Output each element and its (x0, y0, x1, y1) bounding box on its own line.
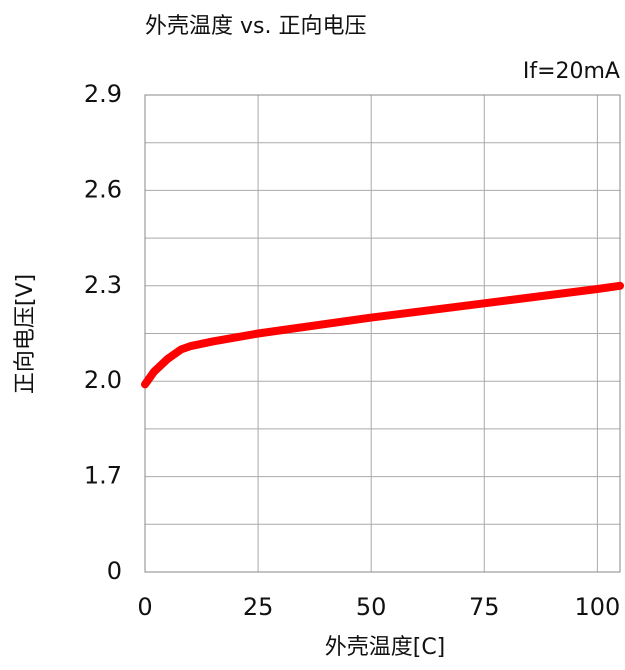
annotation: If=20mA (523, 59, 620, 84)
plot-border (144, 94, 621, 573)
y-tick-label: 2.6 (84, 175, 122, 203)
y-tick-label: 0 (107, 557, 122, 585)
y-tick-label: 2.3 (84, 271, 122, 299)
y-tick-label: 1.7 (84, 462, 122, 490)
x-tick-label: 100 (574, 593, 620, 621)
chart-title: 外壳温度 vs. 正向电压 (145, 14, 366, 39)
x-tick-label: 25 (243, 593, 274, 621)
data-line (141, 281, 624, 389)
x-tick-label: 0 (137, 593, 152, 621)
y-tick-label: 2.0 (84, 366, 122, 394)
x-tick-label: 50 (356, 593, 387, 621)
y-tick-label: 2.9 (84, 80, 122, 108)
y-axis-label: 正向电压[V] (13, 274, 38, 394)
x-tick-label: 75 (469, 593, 500, 621)
x-axis-label: 外壳温度[C] (325, 635, 446, 660)
